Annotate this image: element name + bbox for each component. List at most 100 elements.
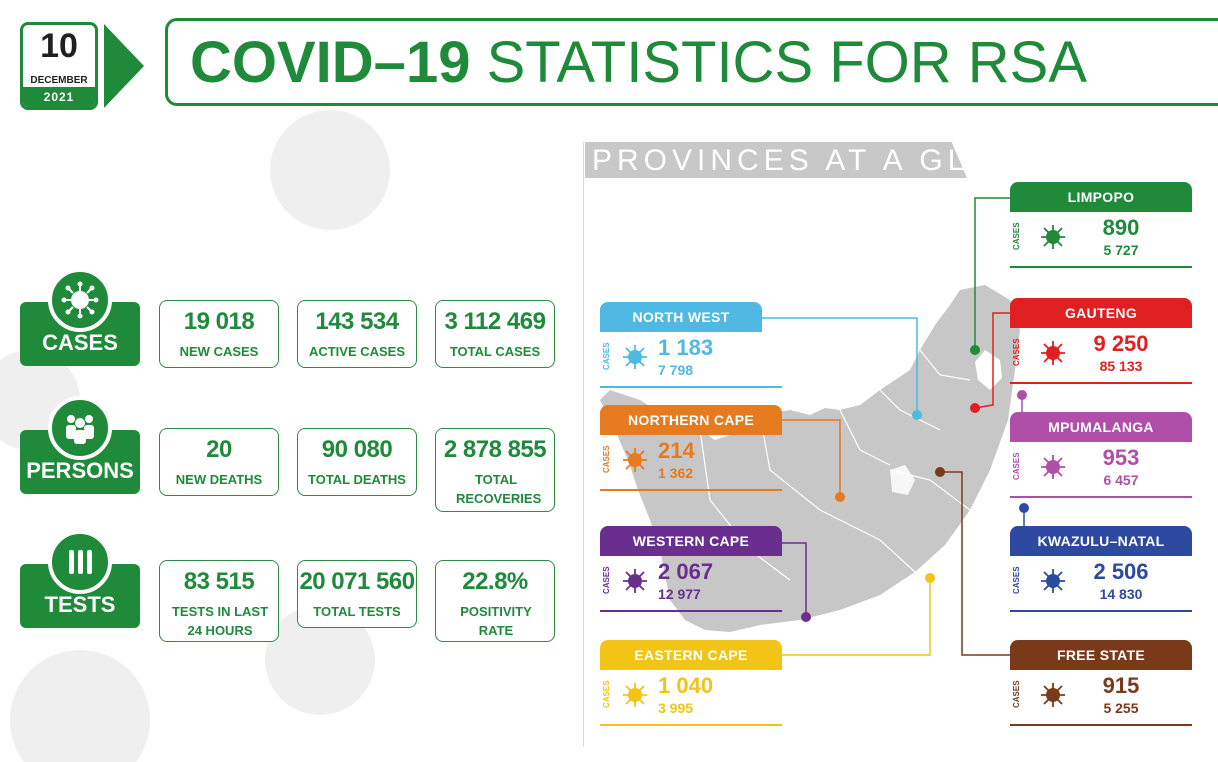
province-underline [1010, 266, 1192, 268]
province-underline [600, 724, 782, 726]
province-card-mpumalanga: MPUMALANGA CASES 953 6 457 [1010, 412, 1192, 504]
new-deaths-value: 20 [206, 436, 232, 463]
province-new-cases: 214 [658, 438, 695, 463]
province-new-cases: 953 [1102, 445, 1140, 470]
tests-24h-card: 83 515 TESTS IN LAST 24 HOURS [159, 560, 279, 642]
province-name: LIMPOPO [1010, 182, 1192, 212]
province-new-cases: 1 040 [658, 673, 714, 698]
positivity-rate-label: POSITIVITY RATE [460, 604, 532, 638]
virus-icon [623, 569, 647, 593]
province-card-limpopo: LIMPOPO CASES 890 5 727 [1010, 182, 1192, 274]
test-tubes-icon [48, 530, 112, 594]
province-total-cases: 5 727 [1103, 242, 1139, 258]
province-new-cases: 2 506 [1093, 559, 1149, 584]
positivity-rate-card: 22.8% POSITIVITY RATE [435, 560, 555, 642]
province-new-cases: 9 250 [1093, 331, 1149, 356]
province-card-northern-cape: NORTHERN CAPE CASES 214 1 362 [600, 405, 782, 497]
total-tests-label: TOTAL TESTS [313, 604, 401, 619]
province-name: EASTERN CAPE [600, 640, 782, 670]
positivity-rate-value: 22.8% [462, 568, 528, 595]
province-underline [1010, 382, 1192, 384]
tests-24h-value: 83 515 [183, 568, 255, 595]
cases-label: CASES [1012, 222, 1021, 250]
cases-label: CASES [602, 566, 611, 594]
province-total-cases: 3 995 [658, 700, 694, 716]
total-cases-card: 3 112 469 TOTAL CASES [435, 300, 555, 368]
title-frame [165, 18, 1218, 106]
date-arrow-icon [104, 24, 144, 108]
new-cases-label: NEW CASES [179, 344, 259, 359]
provinces-heading: PROVINCES AT A GLANCE [592, 144, 1073, 177]
province-name: WESTERN CAPE [600, 526, 782, 556]
province-underline [600, 489, 782, 491]
total-deaths-value: 90 080 [321, 436, 393, 463]
province-underline [600, 386, 782, 388]
virus-icon [623, 345, 647, 369]
title-statistics: STATISTICS FOR RSA [486, 30, 1088, 95]
total-tests-card: 20 071 560 TOTAL TESTS [297, 560, 417, 628]
province-new-cases: 1 183 [658, 335, 714, 360]
province-card-western-cape: WESTERN CAPE CASES 2 067 12 977 [600, 526, 782, 618]
province-card-free-state: FREE STATE CASES 915 5 255 [1010, 640, 1192, 732]
new-cases-value: 19 018 [183, 308, 255, 335]
province-underline [1010, 496, 1192, 498]
tests-24h-label: TESTS IN LAST 24 HOURS [171, 604, 269, 638]
province-total-cases: 12 977 [658, 586, 701, 602]
province-new-cases: 890 [1102, 215, 1140, 240]
active-cases-label: ACTIVE CASES [308, 344, 406, 359]
province-total-cases: 14 830 [1099, 586, 1143, 602]
provinces-heading-band [585, 142, 967, 178]
province-name: KWAZULU–NATAL [1010, 526, 1192, 556]
cases-label: CASES [1012, 338, 1021, 366]
virus-icon [48, 268, 112, 332]
total-recoveries-value: 2 878 855 [443, 436, 547, 463]
province-total-cases: 6 457 [1103, 472, 1139, 488]
date-month: DECEMBER [30, 75, 88, 86]
section-divider [583, 142, 584, 747]
province-underline [600, 610, 782, 612]
province-name: GAUTENG [1010, 298, 1192, 328]
date-year: 2021 [23, 87, 95, 107]
new-cases-card: 19 018 NEW CASES [159, 300, 279, 368]
date-badge: 10 DECEMBER 2021 [20, 22, 98, 110]
cases-label: CASES [1012, 566, 1021, 594]
date-day: 10 [40, 27, 78, 65]
province-name: FREE STATE [1010, 640, 1192, 670]
province-name: NORTH WEST [600, 302, 762, 332]
total-deaths-card: 90 080 TOTAL DEATHS [297, 428, 417, 496]
province-new-cases: 2 067 [658, 559, 714, 584]
total-cases-label: TOTAL CASES [449, 344, 541, 359]
cases-label: CASES [602, 342, 611, 370]
cases-label: CASES [602, 680, 611, 708]
province-card-gauteng: GAUTENG CASES 9 250 85 133 [1010, 298, 1192, 390]
virus-icon [1041, 455, 1065, 479]
page-title: COVID–19 STATISTICS FOR RSA [190, 28, 1087, 98]
province-underline [1010, 724, 1192, 726]
province-card-eastern-cape: EASTERN CAPE CASES 1 040 3 995 [600, 640, 782, 732]
total-tests-value: 20 071 560 [299, 568, 415, 595]
province-card-north-west: NORTH WEST CASES 1 183 7 798 [600, 302, 782, 394]
province-total-cases: 85 133 [1099, 358, 1143, 374]
new-deaths-label: NEW DEATHS [175, 472, 263, 487]
total-cases-value: 3 112 469 [444, 308, 546, 335]
province-new-cases: 915 [1102, 673, 1140, 698]
province-name: MPUMALANGA [1010, 412, 1192, 442]
virus-icon [1041, 225, 1065, 249]
virus-icon [623, 683, 647, 707]
province-total-cases: 7 798 [658, 362, 694, 378]
cases-label: CASES [1012, 452, 1021, 480]
total-recoveries-card: 2 878 855 TOTAL RECOVERIES [435, 428, 555, 512]
title-covid: COVID–19 [190, 30, 471, 95]
virus-icon [1041, 569, 1065, 593]
virus-icon [1041, 683, 1065, 707]
virus-icon [623, 448, 647, 472]
province-card-kwazulu-natal: KWAZULU–NATAL CASES 2 506 14 830 [1010, 526, 1192, 618]
people-icon [48, 396, 112, 460]
province-underline [1010, 610, 1192, 612]
active-cases-value: 143 534 [315, 308, 399, 335]
new-deaths-card: 20 NEW DEATHS [159, 428, 279, 496]
province-name: NORTHERN CAPE [600, 405, 782, 435]
total-deaths-label: TOTAL DEATHS [308, 472, 406, 487]
province-total-cases: 5 255 [1103, 700, 1139, 716]
